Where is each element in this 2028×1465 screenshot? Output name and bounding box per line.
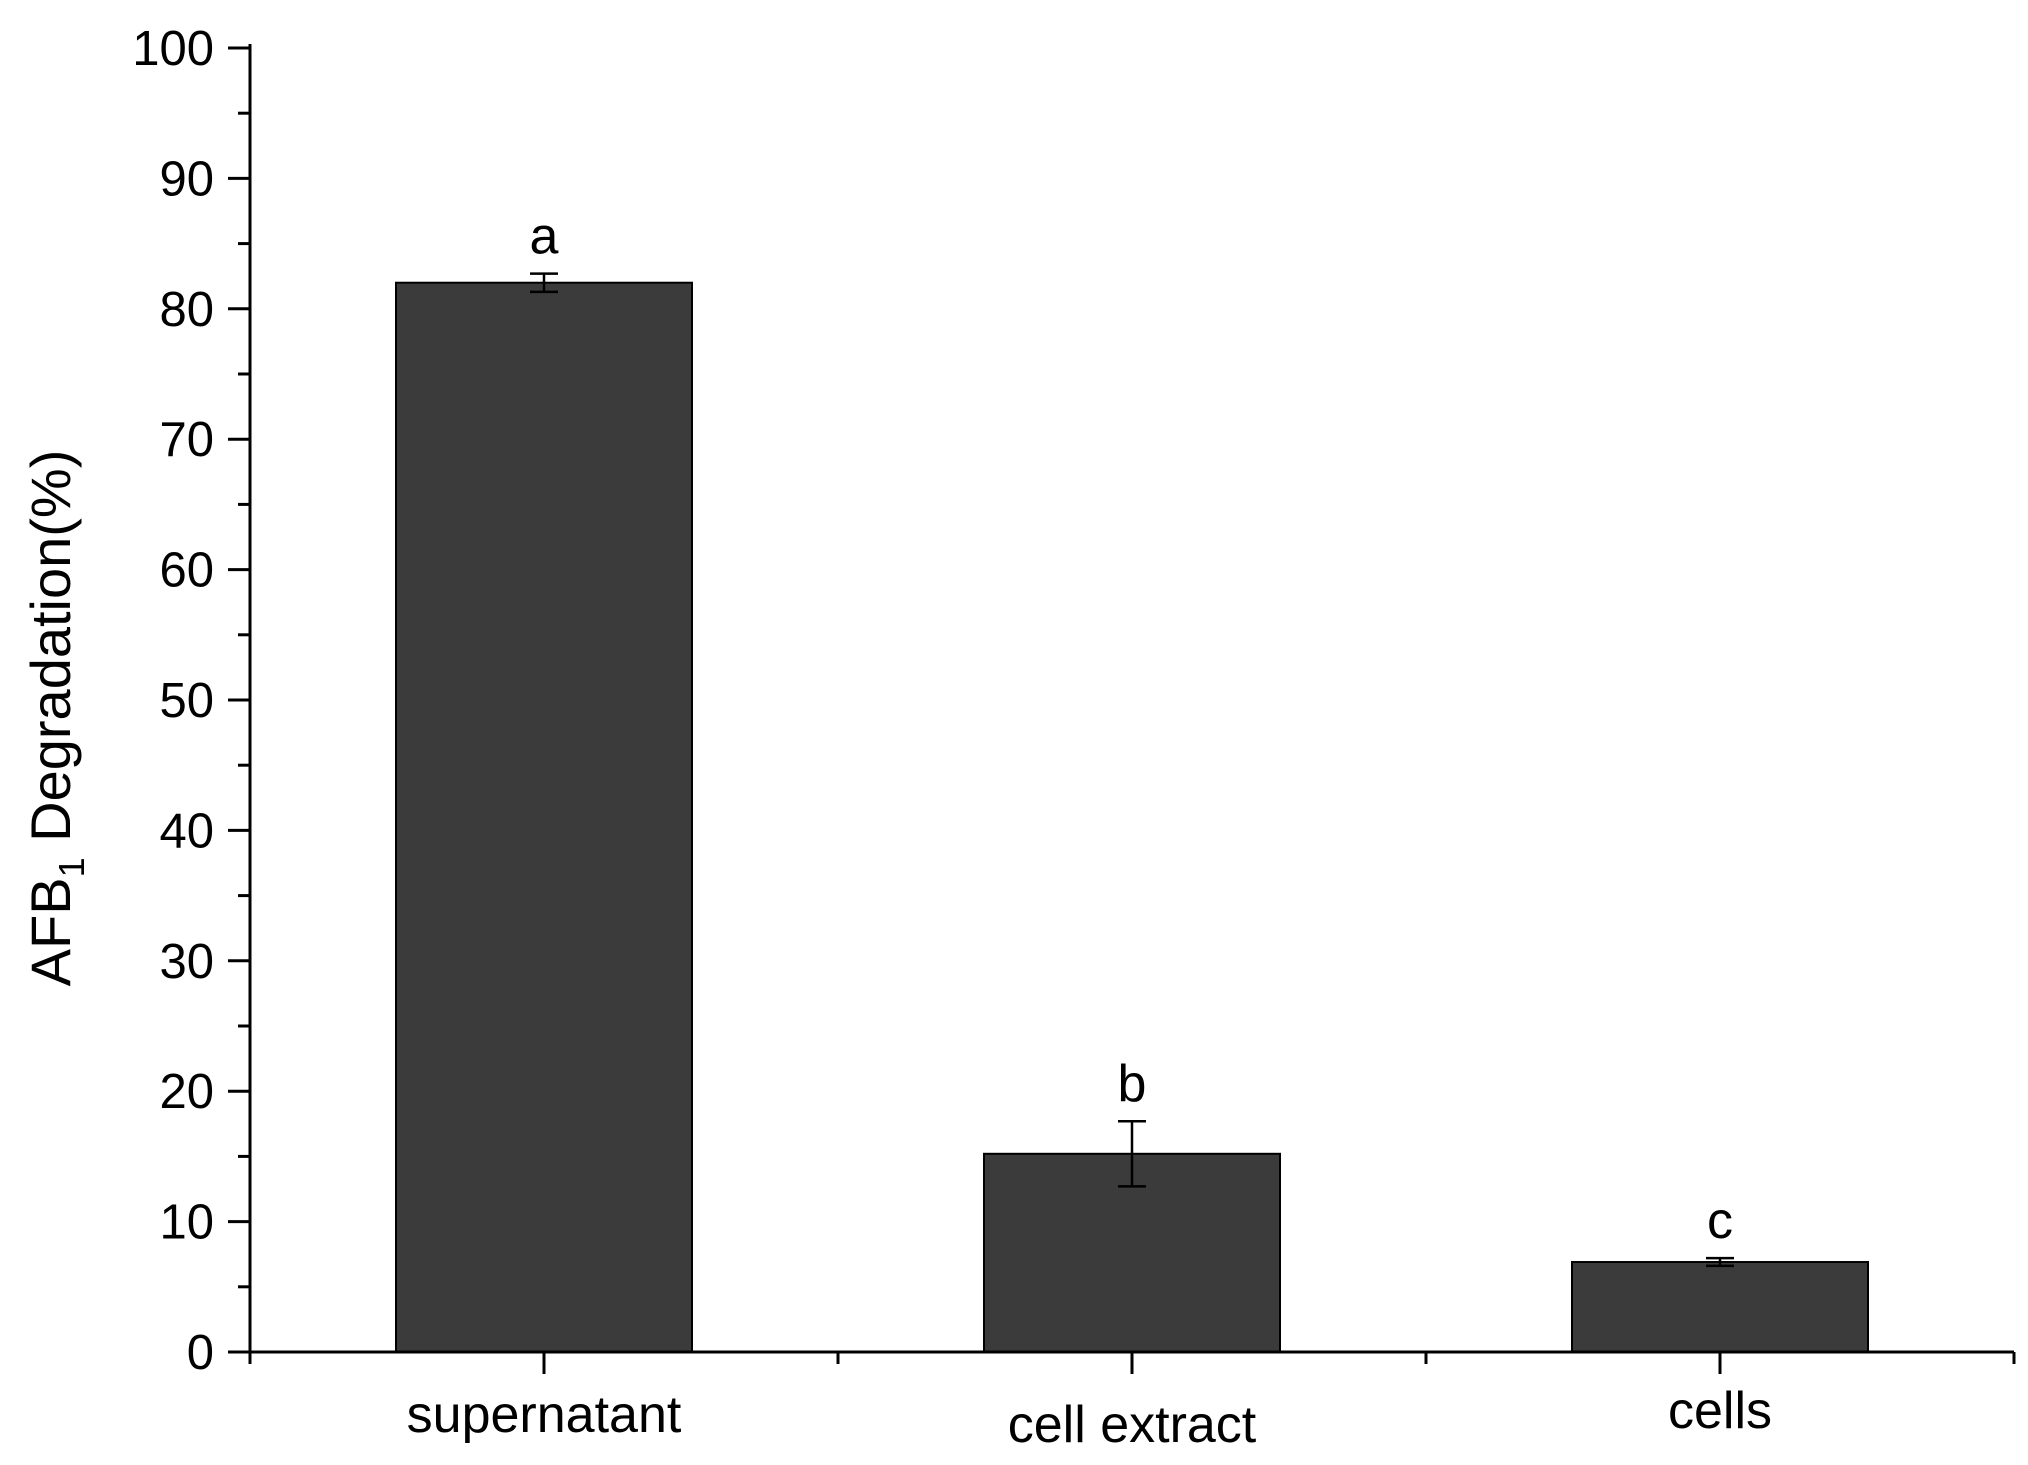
x-category-label-supernatant: supernatant <box>407 1386 682 1444</box>
x-category-label-cells: cells <box>1668 1382 1772 1440</box>
labels-group: a b c 0 10 20 30 40 50 60 70 80 90 100 supernatant cell… <box>132 22 1772 1454</box>
y-tick-label-60: 60 <box>159 544 214 598</box>
x-category-label-cell-extract: cell extract <box>1008 1396 1257 1454</box>
y-axis-title: AFB1 Degradation(%) <box>19 450 92 987</box>
y-axis-title-subscript: 1 <box>51 857 92 877</box>
significance-letter-a: a <box>530 208 559 266</box>
error-bars-group <box>530 272 1734 1268</box>
significance-letter-c: c <box>1707 1192 1733 1250</box>
y-tick-label-0: 0 <box>187 1326 214 1380</box>
y-tick-label-50: 50 <box>159 674 214 728</box>
ticks-group <box>228 46 2016 1374</box>
y-tick-label-90: 90 <box>159 152 214 206</box>
bar-supernatant <box>395 281 693 1354</box>
y-axis-title-main: AFB <box>19 877 82 986</box>
y-tick-label-10: 10 <box>159 1196 214 1250</box>
y-axis-title-rest: Degradation(%) <box>19 450 82 858</box>
y-tick-label-30: 30 <box>159 935 214 989</box>
bars-group <box>395 281 1869 1354</box>
y-tick-label-40: 40 <box>159 804 214 858</box>
y-tick-label-80: 80 <box>159 283 214 337</box>
bar-cells <box>1571 1261 1869 1354</box>
significance-letter-b: b <box>1118 1055 1147 1113</box>
y-tick-label-70: 70 <box>159 413 214 467</box>
y-tick-label-100: 100 <box>132 22 214 76</box>
y-tick-label-20: 20 <box>159 1065 214 1119</box>
